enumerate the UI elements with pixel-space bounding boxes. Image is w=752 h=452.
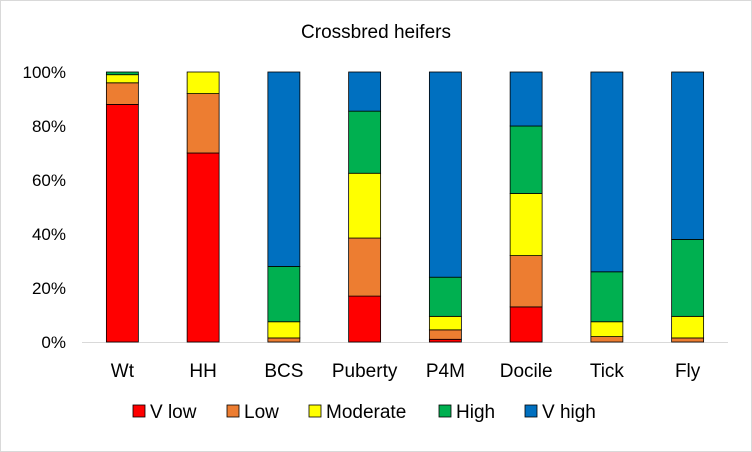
x-tick-label: Tick (590, 361, 625, 382)
bar-segment (509, 193, 543, 256)
legend-item: Low (226, 402, 279, 423)
y-tick-label: 0% (41, 333, 66, 352)
x-tick-label: BCS (264, 361, 303, 382)
bar-stack (671, 71, 705, 343)
bar-segment (671, 71, 705, 240)
bar-segment (105, 71, 139, 76)
bar-segment (428, 315, 462, 331)
legend-label: Low (244, 402, 279, 423)
legend-item: V high (524, 402, 596, 423)
legend: V low Low Moderate High V high (132, 402, 596, 423)
bar-segment (671, 238, 705, 317)
bar-stack (428, 71, 462, 343)
legend-label: High (456, 402, 495, 423)
x-tick-label: Docile (500, 361, 553, 382)
bar-segment (267, 337, 301, 343)
bar-stack (348, 71, 382, 343)
legend-item: Moderate (308, 402, 406, 423)
legend-swatch (226, 404, 240, 418)
x-tick-label: Wt (111, 361, 135, 382)
bar-segment (590, 336, 624, 343)
bar-segment (590, 321, 624, 338)
legend-label: Moderate (326, 402, 406, 423)
bars (105, 71, 705, 343)
legend-swatch (132, 404, 146, 418)
bar-segment (428, 329, 462, 340)
bar-stack (105, 71, 139, 343)
legend-item: V low (132, 402, 197, 423)
chart-title: Crossbred heifers (301, 22, 451, 43)
bar-segment (509, 125, 543, 194)
x-tick-label: P4M (426, 361, 465, 382)
bar-segment (590, 271, 624, 323)
bar-segment (267, 321, 301, 339)
bar-segment (671, 337, 705, 343)
bar-segment (509, 71, 543, 127)
legend-label: V low (150, 402, 197, 423)
x-tick-label: Fly (675, 361, 701, 382)
bar-segment (428, 71, 462, 278)
x-tick-label: HH (189, 361, 216, 382)
bar-segment (267, 265, 301, 323)
x-tick-label: Puberty (332, 361, 398, 382)
bar-segment (348, 172, 382, 239)
bar-segment (105, 104, 139, 343)
bar-stack (267, 71, 301, 343)
bar-segment (105, 74, 139, 84)
bar-segment (348, 71, 382, 112)
y-tick-label: 80% (32, 117, 66, 136)
legend-label: V high (542, 402, 596, 423)
category-labels: Wt HH BCS Puberty P4M Docile Tick Fly (111, 361, 701, 382)
legend-swatch (438, 404, 452, 418)
bar-segment (186, 152, 220, 343)
bar-segment (671, 315, 705, 339)
bar-segment (590, 71, 624, 273)
bar-segment (105, 82, 139, 105)
bar-stack (590, 71, 624, 343)
bar-segment (348, 110, 382, 174)
bar-segment (186, 71, 220, 95)
axes: 0% 20% 40% 60% 80% 100% (23, 63, 728, 352)
bar-stack (509, 71, 543, 343)
y-tick-label: 20% (32, 279, 66, 298)
bar-segment (348, 237, 382, 297)
bar-stack (186, 71, 220, 343)
bar-segment (509, 306, 543, 343)
y-tick-label: 60% (32, 171, 66, 190)
bar-segment (509, 255, 543, 308)
bar-segment (428, 338, 462, 343)
bar-segment (428, 276, 462, 317)
bar-segment (186, 93, 220, 154)
bar-segment (267, 71, 301, 267)
legend-swatch (308, 404, 322, 418)
y-tick-label: 40% (32, 225, 66, 244)
legend-item: High (438, 402, 495, 423)
bar-segment (348, 295, 382, 343)
y-tick-label: 100% (23, 63, 66, 82)
legend-swatch (524, 404, 538, 418)
